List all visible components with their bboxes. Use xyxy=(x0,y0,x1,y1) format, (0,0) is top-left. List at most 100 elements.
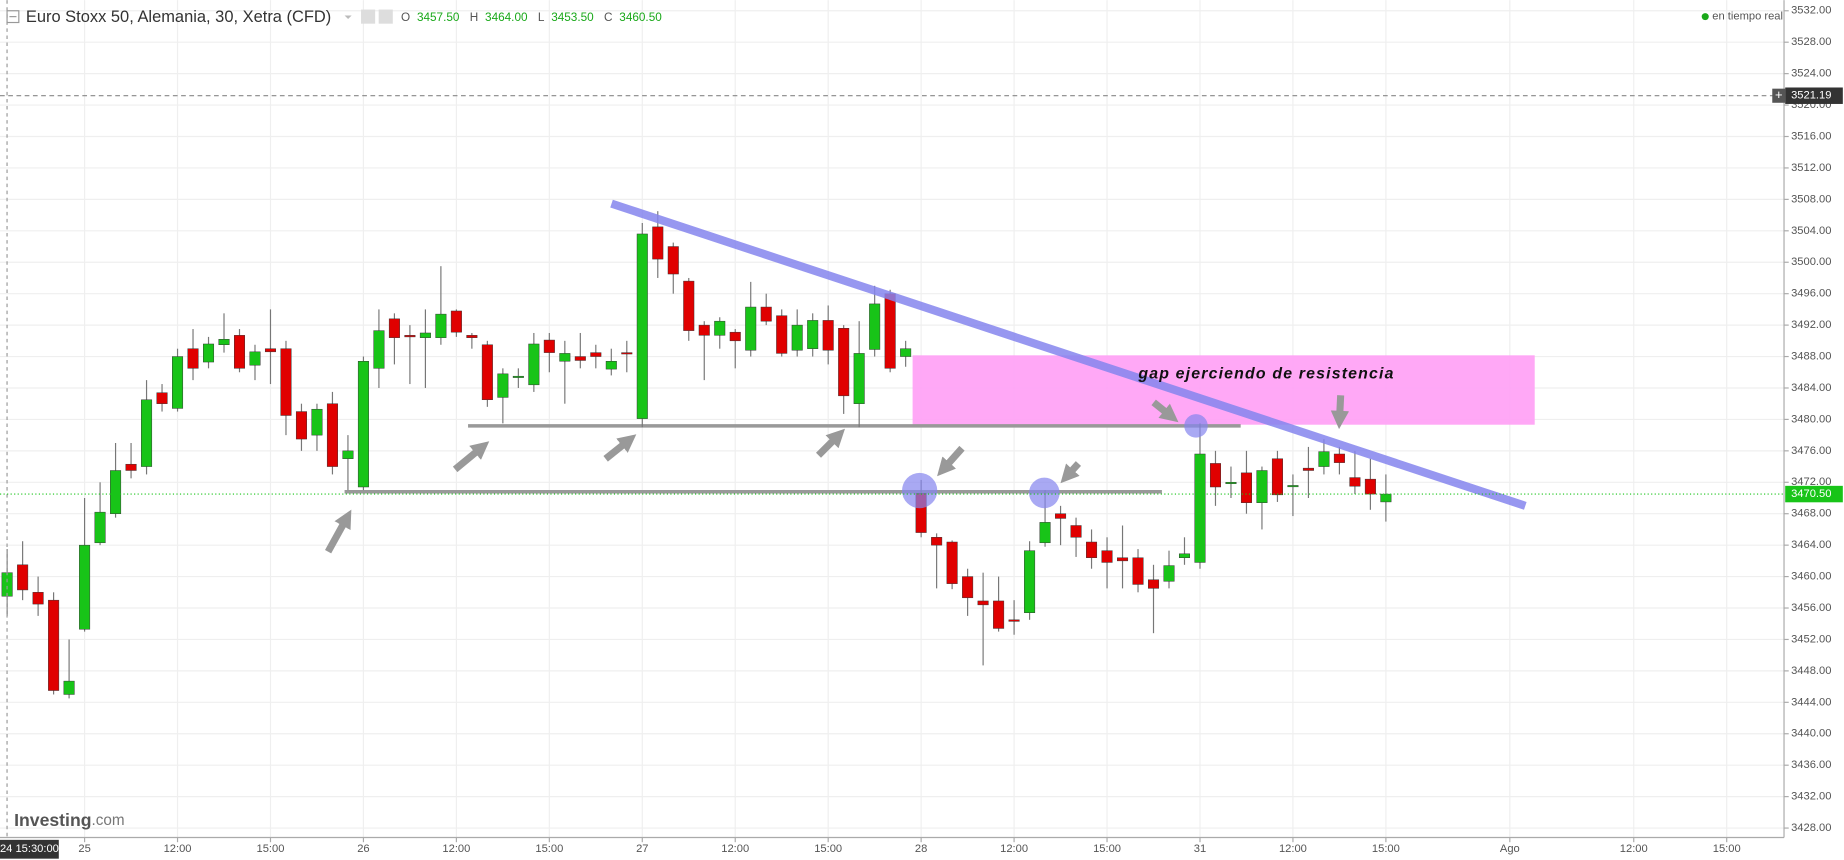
ohlc-key: O xyxy=(401,11,410,24)
candle-body xyxy=(1380,493,1392,503)
trend-line xyxy=(610,199,1527,510)
x-tick-label: 15:00 xyxy=(535,843,563,855)
candle-body xyxy=(79,544,91,630)
candle-body xyxy=(1318,451,1330,467)
settings-icon[interactable] xyxy=(361,9,376,24)
y-tick-label: 3432.00 xyxy=(1791,791,1831,803)
x-tick-label: Ago xyxy=(1500,843,1520,855)
y-tick-label: 3524.00 xyxy=(1791,68,1831,80)
candle-body xyxy=(791,324,803,351)
dropdown[interactable] xyxy=(344,15,352,19)
candle-body xyxy=(1364,478,1376,495)
candle-body xyxy=(1194,453,1206,563)
candle-body xyxy=(1101,550,1113,563)
candle-body xyxy=(172,356,184,409)
candle-body xyxy=(357,361,369,488)
candle-body xyxy=(1163,565,1175,582)
x-tick-label: 15:00 xyxy=(257,843,285,855)
candle-body xyxy=(141,399,153,467)
y-tick-label: 3472.00 xyxy=(1791,476,1831,488)
y-tick-label: 3440.00 xyxy=(1791,728,1831,740)
y-tick-label: 3452.00 xyxy=(1791,633,1831,645)
candle-body xyxy=(1132,557,1144,585)
x-tick-label: 12:00 xyxy=(442,843,470,855)
x-tick-label: 12:00 xyxy=(1000,843,1028,855)
x-tick-label: 31 xyxy=(1194,843,1206,855)
ohlc-value: 3457.50 xyxy=(417,11,460,24)
candle-body xyxy=(977,600,989,606)
y-tick-label: 3500.00 xyxy=(1791,256,1831,268)
status: en tiempo real xyxy=(1712,11,1783,23)
candle-body xyxy=(1039,522,1051,544)
y-tick-label: 3492.00 xyxy=(1791,319,1831,331)
x-tick-label: 15:00 xyxy=(1713,843,1741,855)
x-tick-label: 12:00 xyxy=(1279,843,1307,855)
candle-body xyxy=(1055,513,1067,519)
candle-body xyxy=(667,246,679,275)
crosshair-y-box xyxy=(1785,87,1843,104)
candle-body xyxy=(605,361,617,370)
y-tick-label: 3488.00 xyxy=(1791,351,1831,363)
arrow xyxy=(603,434,637,462)
candle-body xyxy=(931,537,943,546)
status-dot xyxy=(1701,13,1709,21)
overlays xyxy=(0,95,1785,495)
candle-body xyxy=(512,375,524,378)
y-axis-bg xyxy=(1784,0,1844,860)
y-tick-label: 3476.00 xyxy=(1791,445,1831,457)
candle-body xyxy=(110,470,122,514)
collapse-icon[interactable] xyxy=(6,10,20,24)
candle-body xyxy=(17,564,29,591)
candle-body xyxy=(497,373,509,398)
y-tick-label: 3456.00 xyxy=(1791,602,1831,614)
candle-body xyxy=(94,511,106,544)
x-tick-label: 12:00 xyxy=(164,843,192,855)
candle-body xyxy=(233,335,246,369)
candle-body xyxy=(1024,550,1036,613)
y-tick-label: 3532.00 xyxy=(1791,5,1831,17)
candle-body xyxy=(776,315,788,354)
ohlc-value: 3453.50 xyxy=(551,11,594,24)
candle-body xyxy=(388,318,400,338)
y-tick-label: 3512.00 xyxy=(1791,162,1831,174)
logo: Investing.com xyxy=(14,810,124,830)
y-tick-label: 3428.00 xyxy=(1791,822,1831,834)
candle-body xyxy=(32,592,44,605)
candle-body xyxy=(869,303,881,350)
candle-body xyxy=(187,348,199,369)
last-price-box xyxy=(1785,485,1843,503)
candle-body xyxy=(326,403,338,467)
touch-circle xyxy=(1184,414,1208,438)
ohlc-key: H xyxy=(470,11,479,24)
x-tick-label: 25 xyxy=(78,843,90,855)
last-price-label: 3470.50 xyxy=(1791,488,1831,500)
candle-body xyxy=(528,343,540,386)
settings-icon[interactable] xyxy=(378,9,393,24)
candle-body xyxy=(1256,470,1268,503)
y-tick-label: 3464.00 xyxy=(1791,539,1831,551)
candle-body xyxy=(156,392,168,404)
y-tick-label: 3516.00 xyxy=(1791,130,1831,142)
crosshair-x-label: 24 15:30:00 xyxy=(0,843,59,855)
candle-body xyxy=(342,450,354,459)
candle-body xyxy=(1,572,13,597)
candle-body xyxy=(280,348,292,416)
logo-suffix: .com xyxy=(91,812,124,829)
x-tick-label: 27 xyxy=(636,843,648,855)
candle-body xyxy=(1240,472,1252,503)
candle-body xyxy=(48,599,60,691)
candle-body xyxy=(760,306,772,322)
arrow xyxy=(816,428,845,458)
logo-brand: Investing xyxy=(14,810,91,830)
candle-body xyxy=(745,306,757,351)
candle-body xyxy=(621,352,633,355)
candle-body xyxy=(822,320,834,351)
candle-body xyxy=(203,343,215,363)
candle-body xyxy=(574,356,586,361)
candle-body xyxy=(218,339,230,345)
ohlc-value: 3464.00 xyxy=(485,11,528,24)
candle-body xyxy=(1117,557,1129,562)
y-tick-label: 3496.00 xyxy=(1791,288,1831,300)
